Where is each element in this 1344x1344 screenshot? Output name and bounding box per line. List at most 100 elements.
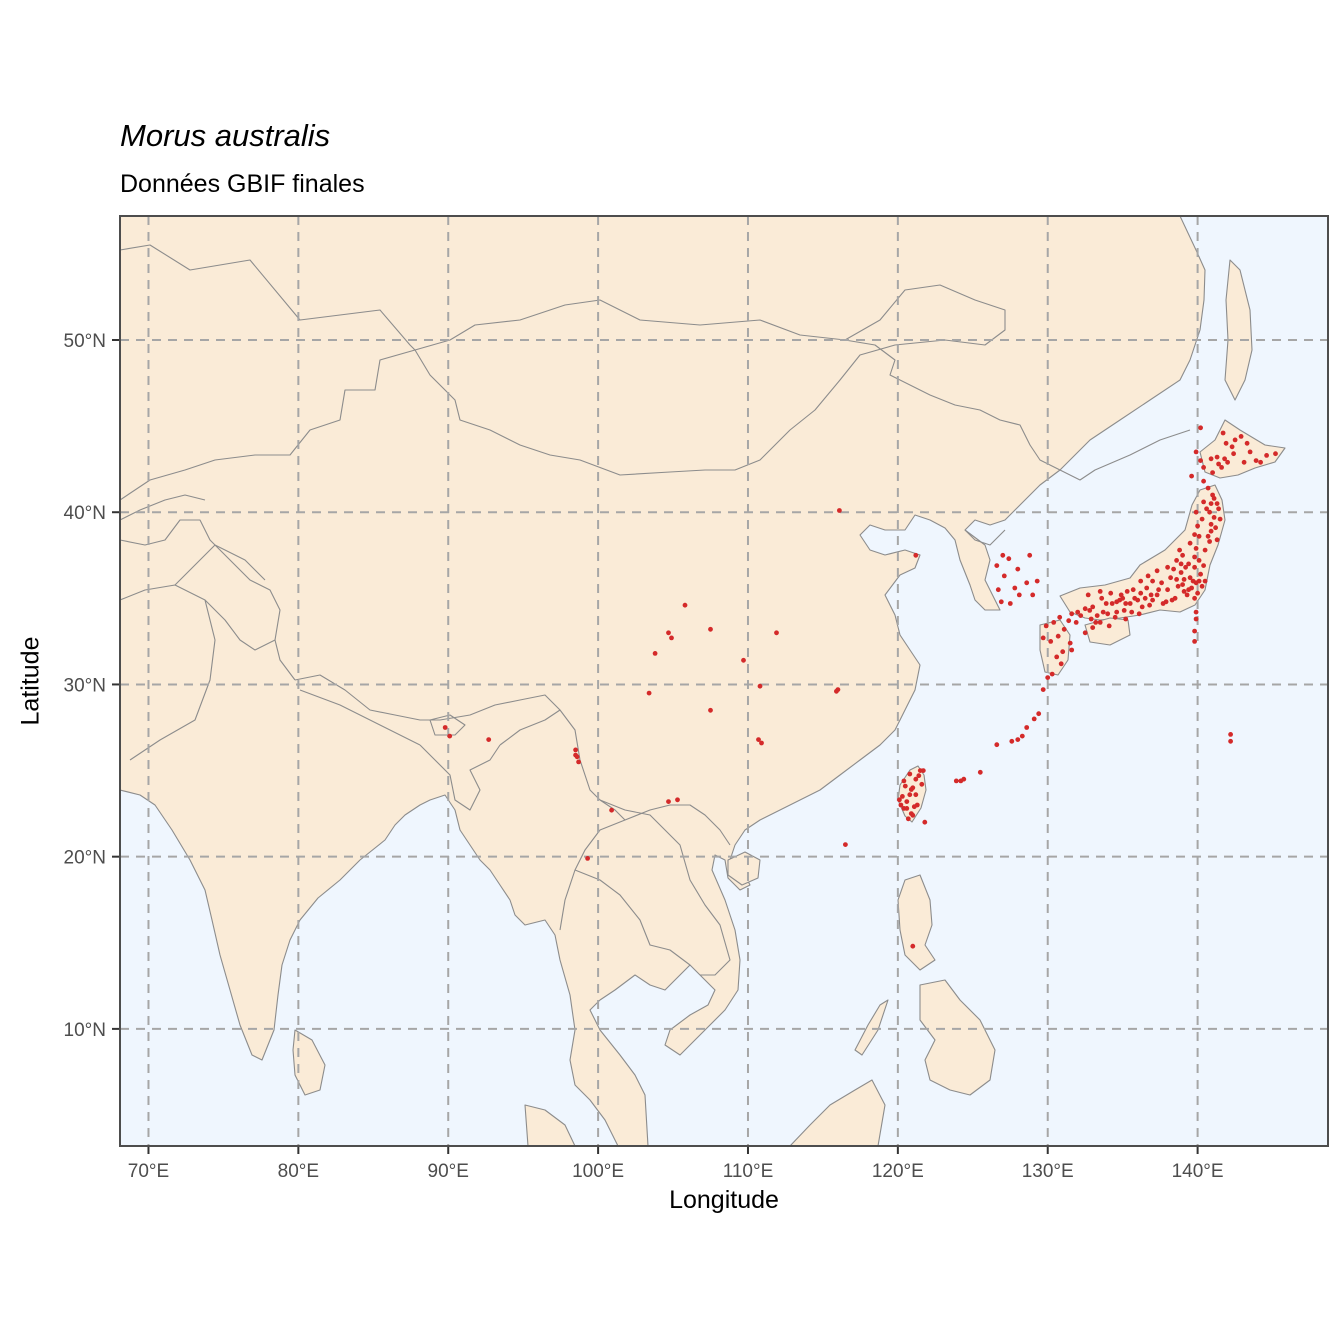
occurrence-point bbox=[1129, 609, 1135, 615]
border-korea bbox=[964, 529, 1006, 546]
occurrence-point bbox=[1241, 459, 1247, 465]
occurrence-point bbox=[1214, 501, 1220, 506]
graticule bbox=[120, 216, 1328, 1146]
occurrence-point bbox=[1154, 568, 1160, 574]
occurrence-point bbox=[1232, 437, 1238, 443]
occurrence-point bbox=[913, 792, 919, 798]
occurrence-point bbox=[907, 771, 913, 777]
occurrence-point bbox=[1196, 533, 1202, 539]
occurrence-point bbox=[1061, 626, 1067, 632]
occurrence-point bbox=[1123, 616, 1129, 622]
occurrence-point bbox=[1127, 601, 1133, 606]
occurrence-point bbox=[1031, 716, 1037, 722]
occurrence-point bbox=[1214, 537, 1220, 543]
x-axis-ticks: 70°E 80°E 90°E 100°E 110°E 120°E 130°E 140°E bbox=[128, 1147, 1224, 1182]
occurrence-point bbox=[900, 794, 905, 799]
occurrence-point bbox=[1205, 533, 1211, 539]
occurrence-point bbox=[1198, 571, 1203, 577]
occurrence-point bbox=[1087, 608, 1093, 613]
y-tick-label: 40°N bbox=[64, 503, 106, 524]
occurrence-point bbox=[666, 799, 671, 804]
occurrence-point bbox=[1073, 620, 1079, 625]
occurrence-point bbox=[757, 683, 763, 689]
border-bangladesh bbox=[419, 744, 501, 811]
border-nepal bbox=[299, 689, 421, 746]
occurrence-point bbox=[1216, 461, 1221, 467]
x-axis-label: Longitude bbox=[669, 1186, 779, 1214]
hainan bbox=[727, 851, 761, 886]
occurrence-point bbox=[1192, 628, 1197, 634]
occurrence-point bbox=[576, 759, 581, 765]
mainland-asia bbox=[120, 216, 1206, 1146]
sri-lanka bbox=[292, 1029, 326, 1096]
occurrence-point bbox=[1193, 546, 1199, 551]
occurrence-point bbox=[1160, 601, 1166, 606]
occurrence-point bbox=[1066, 618, 1072, 624]
visayas-mindanao bbox=[919, 979, 996, 1096]
occurrence-point bbox=[1148, 592, 1154, 598]
x-tick-label: 140°E bbox=[1172, 1161, 1224, 1182]
occurrence-point bbox=[1195, 523, 1200, 529]
occurrence-point bbox=[1097, 620, 1103, 625]
occurrence-point bbox=[834, 688, 839, 694]
occurrence-point bbox=[901, 778, 907, 784]
occurrence-point bbox=[1090, 604, 1096, 610]
occurrence-point bbox=[1192, 595, 1197, 601]
occurrence-point bbox=[1223, 440, 1229, 446]
occurrence-point bbox=[1199, 583, 1205, 589]
occurrence-point bbox=[1034, 578, 1040, 584]
occurrence-point bbox=[741, 657, 746, 663]
occurrence-point bbox=[1186, 561, 1191, 567]
occurrence-point bbox=[442, 725, 448, 730]
occurrence-point bbox=[1069, 647, 1075, 653]
border-thailand-cambodia bbox=[574, 869, 691, 966]
occurrence-point bbox=[1228, 738, 1233, 744]
occurrence-point bbox=[646, 690, 652, 696]
y-tick-label: 50°N bbox=[64, 331, 106, 352]
occurrence-point bbox=[1208, 528, 1214, 534]
occurrence-point bbox=[919, 781, 925, 787]
occurrence-point bbox=[1217, 516, 1223, 522]
occurrence-point bbox=[666, 630, 671, 636]
occurrence-point bbox=[756, 737, 761, 742]
occurrence-point bbox=[669, 635, 674, 641]
occurrence-point bbox=[1049, 671, 1055, 677]
occurrence-point bbox=[1201, 563, 1206, 568]
occurrence-point bbox=[1121, 608, 1127, 613]
occurrence-point bbox=[1139, 604, 1145, 610]
occurrence-point bbox=[1043, 623, 1049, 629]
occurrence-point bbox=[1015, 566, 1021, 572]
occurrence-point bbox=[1204, 506, 1209, 512]
occurrence-point bbox=[652, 651, 658, 656]
border-afghanistan bbox=[174, 544, 266, 586]
y-tick-label: 10°N bbox=[64, 1020, 106, 1041]
occurrence-point bbox=[1118, 592, 1124, 598]
x-tick-label: 120°E bbox=[872, 1161, 924, 1182]
occurrence-point bbox=[609, 807, 614, 813]
occurrence-point bbox=[1165, 587, 1170, 593]
occurrence-point bbox=[1027, 552, 1033, 558]
occurrence-point bbox=[1201, 499, 1206, 505]
occurrence-point bbox=[1114, 609, 1120, 615]
occurrence-point bbox=[1108, 590, 1114, 596]
occurrence-point bbox=[1058, 661, 1064, 667]
occurrence-point bbox=[1211, 496, 1217, 501]
occurrence-point bbox=[1213, 525, 1218, 531]
occurrence-point bbox=[1067, 640, 1073, 646]
luzon bbox=[897, 874, 936, 971]
occurrence-points bbox=[442, 425, 1278, 949]
occurrence-point bbox=[1208, 521, 1214, 527]
occurrence-point bbox=[1142, 595, 1148, 601]
occurrence-point bbox=[1202, 547, 1208, 553]
occurrence-point bbox=[1207, 539, 1212, 544]
occurrence-point bbox=[1109, 601, 1115, 606]
occurrence-point bbox=[1136, 611, 1142, 617]
occurrence-point bbox=[920, 768, 926, 773]
occurrence-point bbox=[1222, 456, 1227, 462]
occurrence-point bbox=[1225, 459, 1230, 465]
occurrence-point bbox=[1069, 611, 1075, 617]
x-tick-label: 90°E bbox=[428, 1161, 469, 1182]
occurrence-point bbox=[1165, 564, 1170, 570]
x-tick-label: 80°E bbox=[278, 1161, 319, 1182]
occurrence-point bbox=[922, 819, 928, 825]
